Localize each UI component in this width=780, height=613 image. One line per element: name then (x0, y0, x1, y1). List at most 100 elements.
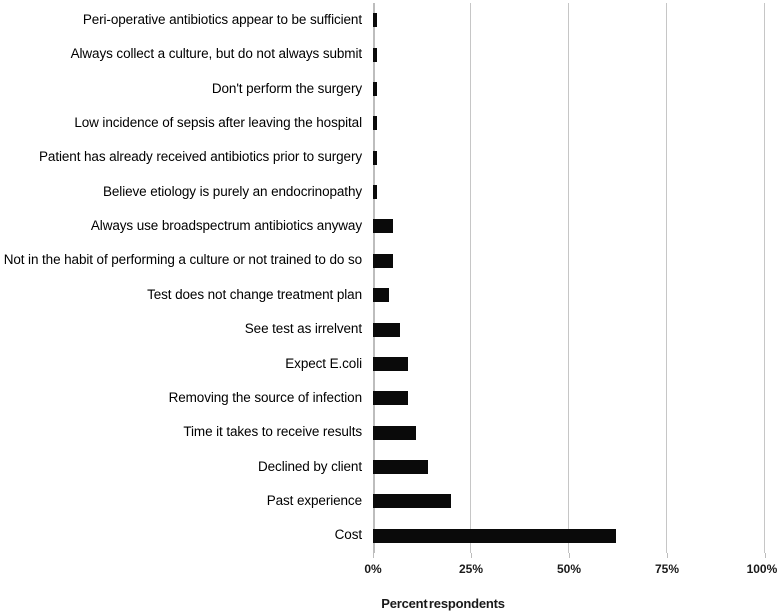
x-tick-label-75: 75% (654, 562, 680, 576)
bar (373, 460, 428, 475)
bar-cell (373, 416, 765, 450)
category-label-cell: Not in the habit of performing a culture… (0, 252, 373, 269)
chart-row: Always collect a culture, but do not alw… (0, 37, 780, 71)
bar-cell (373, 106, 765, 140)
gridline-75 (666, 3, 667, 553)
chart-row: Declined by client (0, 450, 780, 484)
category-label: Always collect a culture, but do not alw… (70, 46, 362, 62)
category-label: Not in the habit of performing a culture… (3, 252, 362, 268)
x-tick-label-0: 0% (364, 562, 382, 576)
bar (373, 47, 377, 62)
category-label-cell: Believe etiology is purely an endocrinop… (0, 184, 373, 201)
bar-cell (373, 244, 765, 278)
chart-row: Believe etiology is purely an endocrinop… (0, 175, 780, 209)
category-label-cell: Don't perform the surgery (0, 81, 373, 98)
bar (373, 356, 409, 371)
category-label: Test does not change treatment plan (147, 286, 362, 302)
category-label: Peri-operative antibiotics appear to be … (82, 11, 362, 27)
x-axis-tick-labels: 0% 25% 50% 75% 100% (0, 562, 780, 577)
bar (373, 322, 401, 337)
bar (373, 116, 377, 131)
chart-row: Low incidence of sepsis after leaving th… (0, 106, 780, 140)
category-label: Declined by client (257, 458, 362, 474)
bar-cell (373, 484, 765, 518)
gridline-25 (470, 3, 471, 553)
chart-row: Don't perform the surgery (0, 72, 780, 106)
category-label-cell: See test as irrelvent (0, 321, 373, 338)
chart-row: Always use broadspectrum antibiotics any… (0, 209, 780, 243)
category-label-cell: Removing the source of infection (0, 390, 373, 407)
chart-row: Removing the source of infection (0, 381, 780, 415)
category-label: Removing the source of infection (168, 389, 363, 405)
bar (373, 391, 409, 406)
bar (373, 219, 393, 234)
category-label-cell: Test does not change treatment plan (0, 287, 373, 304)
bar (373, 150, 377, 165)
bar-cell (373, 312, 765, 346)
bar-rows: Peri-operative antibiotics appear to be … (0, 3, 780, 553)
y-axis-line (373, 3, 375, 553)
bar-cell (373, 209, 765, 243)
x-tick-label-50: 50% (556, 562, 582, 576)
bar-cell (373, 3, 765, 37)
x-tick-mark-75 (667, 553, 668, 558)
bar (373, 494, 452, 509)
chart-row: Past experience (0, 484, 780, 518)
chart-row: Not in the habit of performing a culture… (0, 244, 780, 278)
bar (373, 528, 617, 543)
x-axis-title: Percent respondents (381, 596, 505, 611)
category-label-cell: Always collect a culture, but do not alw… (0, 46, 373, 63)
x-tick-label-25: 25% (458, 562, 484, 576)
category-label: Past experience (266, 493, 362, 508)
category-label: Don't perform the surgery (211, 80, 362, 96)
category-label: Expect E.coli (285, 355, 362, 371)
category-label-cell: Patient has already received antibiotics… (0, 149, 373, 166)
gridline-50 (568, 3, 569, 553)
category-label: See test as irrelvent (244, 321, 362, 337)
category-label: Low incidence of sepsis after leaving th… (74, 114, 362, 130)
bar-cell (373, 381, 765, 415)
category-label-cell: Low incidence of sepsis after leaving th… (0, 115, 373, 132)
bar-cell (373, 175, 765, 209)
bar (373, 253, 393, 268)
chart-row: Patient has already received antibiotics… (0, 141, 780, 175)
bar-cell (373, 347, 765, 381)
bar-cell (373, 278, 765, 312)
category-label: Cost (334, 527, 362, 543)
x-tick-mark-0 (373, 553, 374, 558)
category-label-cell: Declined by client (0, 459, 373, 476)
category-label-cell: Always use broadspectrum antibiotics any… (0, 218, 373, 235)
bar-cell (373, 141, 765, 175)
category-label-cell: Cost (0, 527, 373, 544)
x-tick-label-100: 100% (746, 562, 778, 576)
chart-row: See test as irrelvent (0, 312, 780, 346)
bar (373, 13, 377, 28)
chart-row: Peri-operative antibiotics appear to be … (0, 3, 780, 37)
plot-area (373, 3, 765, 553)
bar (373, 81, 377, 96)
bar-cell (373, 450, 765, 484)
bar (373, 288, 389, 303)
x-tick-mark-100 (765, 553, 766, 558)
x-tick-mark-50 (569, 553, 570, 558)
category-label-cell: Time it takes to receive results (0, 424, 373, 441)
category-label-cell: Past experience (0, 493, 373, 510)
bar (373, 185, 377, 200)
bar-cell (373, 519, 765, 553)
chart-row: Test does not change treatment plan (0, 278, 780, 312)
bar (373, 425, 417, 440)
x-tick-mark-25 (471, 553, 472, 558)
chart-row: Expect E.coli (0, 347, 780, 381)
gridline-100 (764, 3, 765, 553)
category-label: Always use broadspectrum antibiotics any… (90, 218, 362, 233)
category-label: Time it takes to receive results (183, 424, 362, 440)
category-label: Believe etiology is purely an endocrinop… (102, 183, 362, 199)
chart-row: Time it takes to receive results (0, 416, 780, 450)
bar-cell (373, 72, 765, 106)
category-label-cell: Peri-operative antibiotics appear to be … (0, 12, 373, 29)
category-label: Patient has already received antibiotics… (39, 149, 362, 165)
bar-cell (373, 37, 765, 71)
category-label-cell: Expect E.coli (0, 356, 373, 373)
chart-row: Cost (0, 519, 780, 553)
